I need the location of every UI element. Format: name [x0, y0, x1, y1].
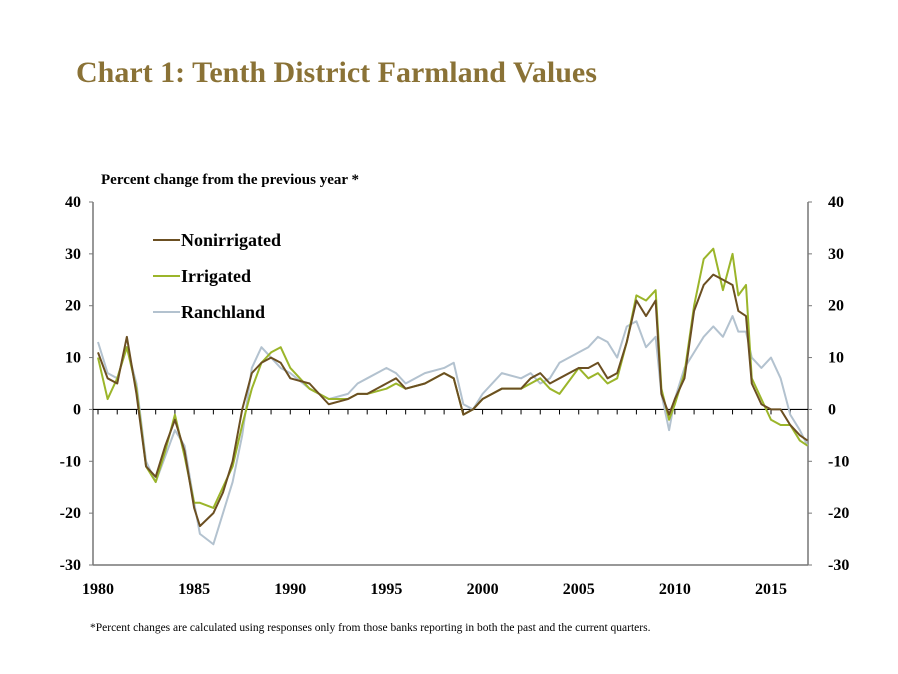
- y-tick-label-right: 40: [828, 194, 844, 211]
- chart-title: Chart 1: Tenth District Farmland Values: [76, 56, 597, 89]
- legend-label-irrigated: Irrigated: [181, 266, 251, 286]
- x-tick-label: 1995: [370, 581, 402, 598]
- y-axis-label: Percent change from the previous year *: [101, 172, 360, 188]
- y-tick-label-right: 20: [828, 298, 844, 315]
- y-tick-label-left: 10: [65, 350, 81, 367]
- x-tick-label: 1985: [178, 581, 210, 598]
- y-tick-label-left: -30: [60, 557, 81, 574]
- series-line-ranchland: [97, 315, 809, 546]
- y-tick-label-right: 10: [828, 350, 844, 367]
- y-tick-label-left: 0: [73, 401, 81, 418]
- footnote: *Percent changes are calculated using re…: [90, 622, 651, 634]
- legend-label-ranchland: Ranchland: [181, 302, 265, 322]
- series-line-nonirrigated: [97, 273, 809, 528]
- y-tick-label-left: -20: [60, 505, 81, 522]
- x-tick-label: 1990: [274, 581, 306, 598]
- y-tick-label-left: 30: [65, 246, 81, 263]
- y-tick-label-left: 20: [65, 298, 81, 315]
- x-tick-label: 1980: [82, 581, 114, 598]
- x-tick-label: 2005: [563, 581, 595, 598]
- y-tick-label-right: -10: [828, 453, 849, 470]
- x-tick-label: 2015: [755, 581, 787, 598]
- y-tick-label-right: -20: [828, 505, 849, 522]
- y-tick-label-right: 30: [828, 246, 844, 263]
- legend-label-nonirrigated: Nonirrigated: [181, 230, 281, 250]
- y-tick-label-right: -30: [828, 557, 849, 574]
- y-tick-label-right: 0: [828, 401, 836, 418]
- y-tick-label-left: 40: [65, 194, 81, 211]
- x-tick-label: 2000: [467, 581, 499, 598]
- x-tick-label: 2010: [659, 581, 691, 598]
- y-tick-label-left: -10: [60, 453, 81, 470]
